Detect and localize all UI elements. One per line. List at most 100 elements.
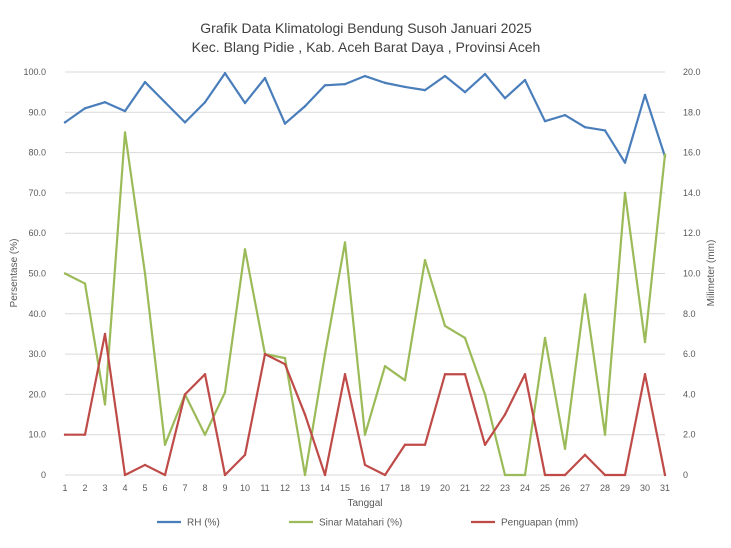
x-axis-tick-label: 9 (222, 483, 227, 493)
data-point (543, 473, 547, 477)
x-axis-tick-label: 8 (202, 483, 207, 493)
data-point (83, 282, 87, 285)
gridlines (65, 71, 665, 476)
left-axis-ticks: 0 10.0 20.0 30.0 40.0 50.0 60.0 70.0 80.0 90.0 100… (23, 67, 46, 480)
left-axis-tick-label: 40.0 (28, 309, 46, 319)
data-point (123, 109, 127, 113)
data-point (643, 93, 647, 97)
x-axis-tick-label: 19 (420, 483, 430, 493)
data-point (663, 473, 667, 477)
left-axis-tick-label: 0 (41, 470, 46, 480)
data-point (343, 373, 347, 376)
legend: RH (%) Sinar Matahari (%) Penguapan (mm) (157, 518, 578, 529)
left-axis-tick-label: 90.0 (28, 107, 46, 117)
data-point (283, 356, 287, 360)
data-point (243, 453, 247, 457)
data-point (563, 447, 567, 451)
data-point (403, 379, 407, 382)
right-axis-tick-label: 8.0 (683, 309, 696, 319)
chart-title-line1: Grafik Data Klimatologi Bendung Susoh Ja… (200, 20, 532, 36)
data-point (643, 373, 647, 376)
right-axis-tick-label: 14.0 (683, 188, 701, 198)
x-axis-tick-label: 14 (320, 483, 330, 493)
data-point (623, 473, 627, 477)
data-point (203, 101, 207, 104)
x-axis-tick-label: 31 (660, 483, 670, 493)
data-point (543, 336, 547, 340)
left-axis-tick-label: 50.0 (28, 269, 46, 279)
data-point (223, 391, 227, 394)
data-point (483, 443, 487, 446)
data-point (323, 84, 327, 87)
data-point (583, 126, 587, 129)
data-point (343, 241, 347, 244)
data-point (83, 433, 87, 436)
data-point (283, 362, 287, 366)
data-point (223, 72, 227, 75)
data-point (643, 340, 647, 344)
x-axis-label: Tanggal (347, 498, 382, 509)
data-point (223, 473, 227, 477)
chart-title-line2: Kec. Blang Pidie , Kab. Aceh Barat Daya … (192, 39, 541, 55)
data-point (603, 473, 607, 477)
data-point (383, 473, 387, 477)
data-point (443, 324, 447, 328)
data-point (243, 101, 247, 105)
data-point (163, 443, 167, 446)
x-axis-tick-label: 16 (360, 483, 370, 493)
series-line-0 (63, 72, 667, 164)
right-axis-ticks: 0 2.0 4.0 6.0 8.0 10.0 12.0 14.0 16.0 18.0 20.0 (683, 67, 701, 480)
right-axis-tick-label: 2.0 (683, 430, 696, 440)
left-axis-tick-label: 70.0 (28, 188, 46, 198)
data-point (103, 403, 107, 406)
right-axis-tick-label: 6.0 (683, 349, 696, 359)
data-point (583, 453, 587, 457)
data-point (123, 131, 127, 134)
data-point (303, 473, 307, 477)
x-axis-tick-label: 25 (540, 483, 550, 493)
data-point (383, 364, 387, 368)
data-point (63, 121, 67, 124)
data-point (623, 191, 627, 195)
data-point (463, 336, 467, 340)
data-point (583, 293, 587, 296)
right-axis-tick-label: 16.0 (683, 148, 701, 158)
x-axis-tick-label: 17 (380, 483, 390, 493)
x-axis-tick-label: 12 (280, 483, 290, 493)
data-point (403, 85, 407, 89)
x-axis-tick-label: 21 (460, 483, 470, 493)
x-axis-tick-label: 18 (400, 483, 410, 493)
data-point (63, 272, 67, 275)
left-axis-tick-label: 20.0 (28, 389, 46, 399)
right-axis-tick-label: 20.0 (683, 67, 701, 77)
data-point (183, 121, 187, 124)
left-axis-tick-label: 30.0 (28, 349, 46, 359)
x-axis-tick-label: 2 (82, 483, 87, 493)
x-axis-ticks: 1 2 3 4 5 6 7 8 9 10 11 12 13 14 15 16 17 18 19 20 21 22 23 24 2… (62, 483, 670, 493)
x-axis-tick-label: 27 (580, 483, 590, 493)
series-layer (63, 72, 667, 477)
data-point (523, 373, 527, 376)
data-point (103, 101, 107, 104)
data-point (183, 393, 187, 396)
legend-label: RH (%) (187, 518, 220, 529)
x-axis-tick-label: 29 (620, 483, 630, 493)
data-point (143, 463, 147, 467)
left-axis-tick-label: 10.0 (28, 430, 46, 440)
data-point (323, 473, 327, 477)
data-point (63, 433, 67, 436)
x-axis-tick-label: 11 (260, 483, 269, 493)
left-axis-tick-label: 100.0 (23, 67, 46, 77)
data-point (463, 90, 467, 94)
data-point (443, 373, 447, 376)
data-point (203, 433, 207, 436)
data-point (343, 82, 347, 86)
data-point (503, 473, 507, 477)
data-point (523, 473, 527, 477)
data-point (163, 473, 167, 477)
data-point (123, 473, 127, 477)
data-point (423, 259, 427, 262)
data-point (563, 473, 567, 477)
data-point (363, 74, 367, 78)
data-point (603, 129, 607, 132)
